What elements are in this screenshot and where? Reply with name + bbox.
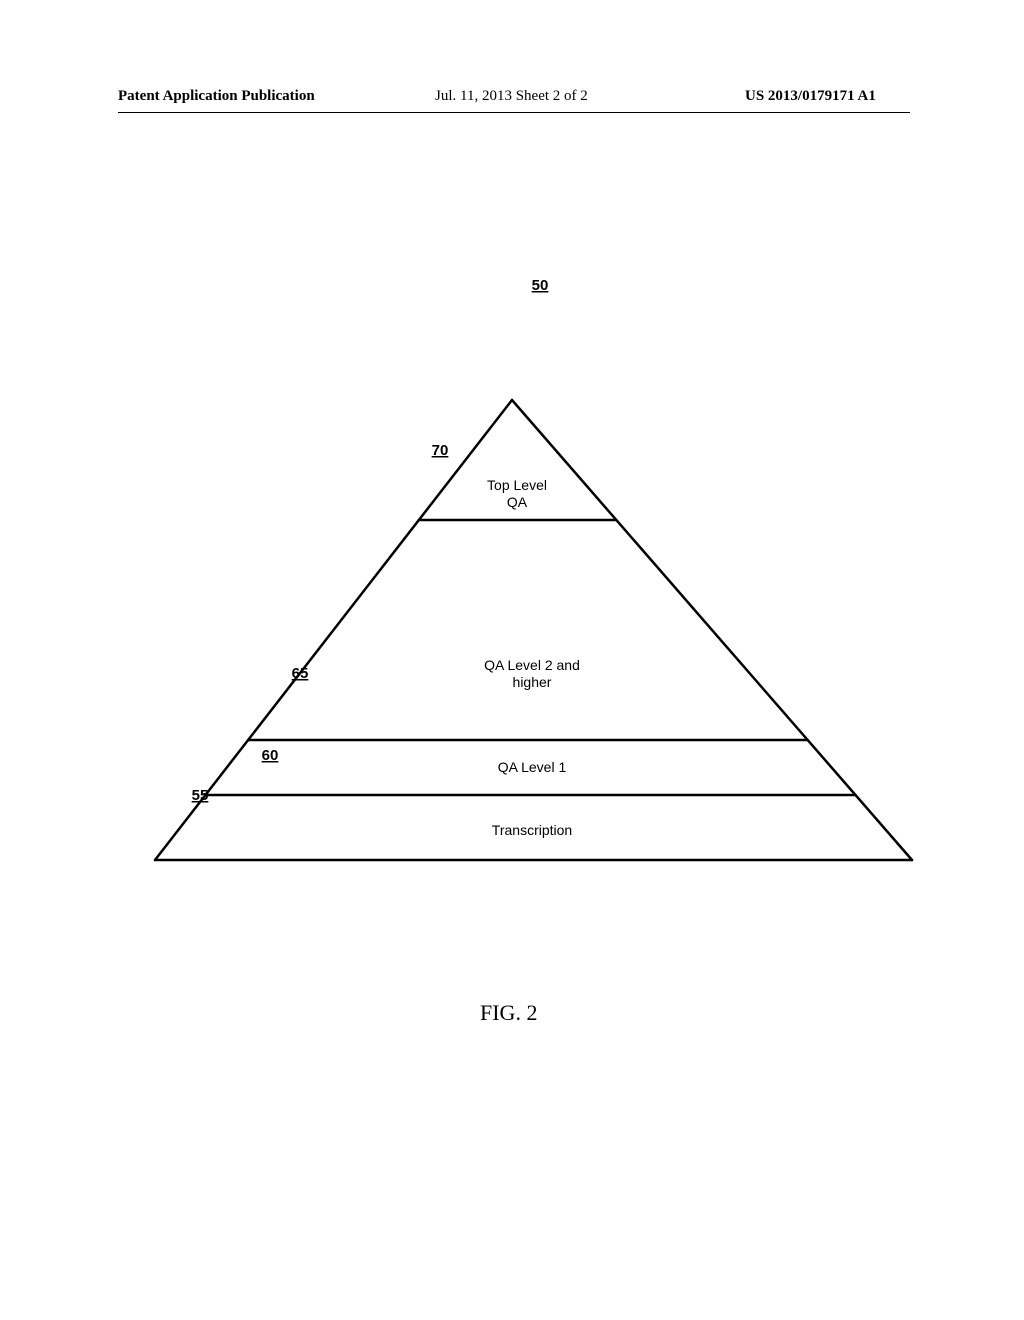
figure-caption: FIG. 2 (480, 1000, 537, 1026)
level-label: higher (513, 674, 552, 690)
level-label: QA Level 1 (498, 759, 567, 775)
pyramid-diagram: Transcription 55 QA Level 1 60 QA Level 2 an… (0, 0, 1024, 1320)
reference-number: 65 (292, 665, 309, 682)
page: Patent Application Publication Jul. 11, … (0, 0, 1024, 1320)
level-label: Top Level (487, 477, 547, 493)
pyramid-shape: Transcription 55 QA Level 1 60 QA Level 2 an… (155, 277, 912, 860)
reference-number: 55 (192, 787, 209, 804)
reference-number: 70 (432, 442, 449, 459)
level-label: QA (507, 494, 528, 510)
figure-ref-number: 50 (532, 277, 549, 294)
level-label: QA Level 2 and (484, 657, 580, 673)
reference-number: 60 (262, 747, 279, 764)
level-label: Transcription (492, 822, 572, 838)
